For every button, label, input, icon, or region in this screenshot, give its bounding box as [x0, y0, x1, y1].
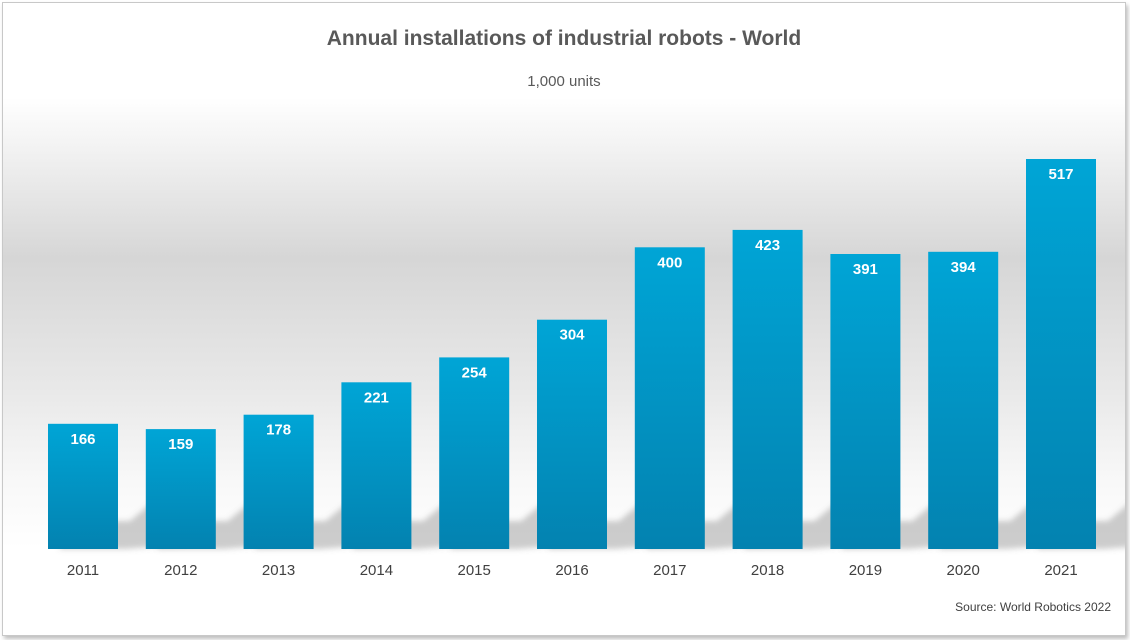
data-label-2017: 400	[657, 254, 682, 271]
data-label-2020: 394	[951, 259, 977, 276]
x-tick-2019: 2019	[849, 562, 882, 579]
chart-subtitle: 1,000 units	[527, 73, 601, 90]
data-label-2016: 304	[559, 327, 585, 344]
bar-2012	[145, 429, 216, 549]
x-tick-2014: 2014	[360, 562, 393, 579]
bar-2020	[928, 251, 999, 550]
x-tick-2016: 2016	[555, 562, 588, 579]
data-label-2012: 159	[168, 436, 193, 453]
bar-2018	[732, 229, 803, 549]
chart-title: Annual installations of industrial robot…	[326, 27, 802, 50]
data-label-2011: 166	[70, 431, 95, 448]
bar-2014	[341, 382, 412, 549]
bar-2015	[439, 357, 510, 549]
data-label-2014: 221	[364, 389, 389, 406]
source-note: Source: World Robotics 2022	[955, 600, 1111, 614]
x-tick-2021: 2021	[1044, 562, 1077, 579]
bar-2017	[634, 247, 705, 550]
bar-2016	[537, 319, 607, 549]
bar-2013	[243, 414, 314, 549]
x-tick-2011: 2011	[67, 562, 99, 579]
bar-2019	[830, 254, 901, 549]
data-label-2021: 517	[1048, 166, 1073, 183]
x-tick-2018: 2018	[751, 562, 784, 579]
x-tick-2012: 2012	[164, 562, 197, 579]
bar-2011	[48, 423, 118, 549]
bar-2021	[1026, 159, 1096, 549]
data-label-2019: 391	[853, 261, 878, 278]
x-tick-2013: 2013	[262, 562, 295, 579]
data-label-2018: 423	[755, 237, 780, 254]
data-label-2013: 178	[266, 422, 291, 439]
bars-group	[48, 159, 1096, 550]
data-label-2015: 254	[462, 364, 488, 381]
data-labels-group: 166 159 178 221 254 304 400 423 391 394 517	[70, 166, 1073, 453]
x-tick-2015: 2015	[458, 562, 491, 579]
x-tick-2020: 2020	[947, 562, 980, 579]
x-tick-2017: 2017	[653, 562, 686, 579]
x-axis-tick-labels: 2011 2012 2013 2014 2015 2016 2017 2018 2019 2020…	[67, 562, 1078, 579]
